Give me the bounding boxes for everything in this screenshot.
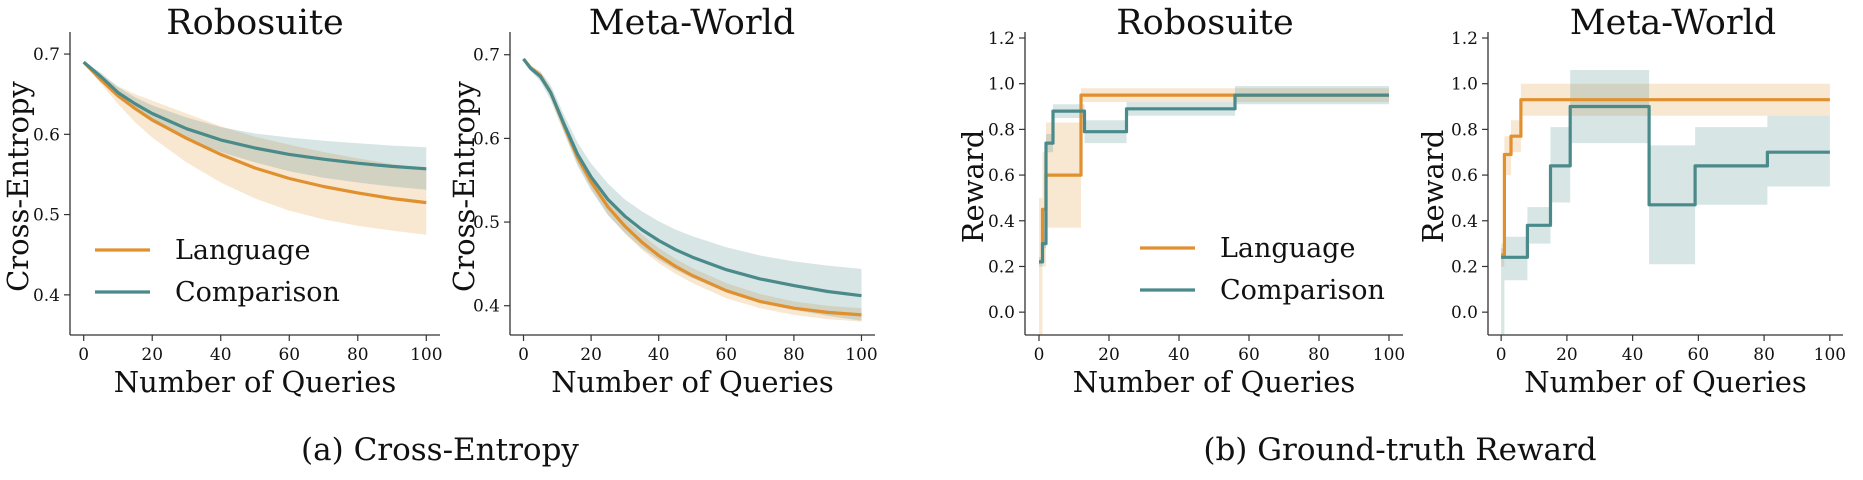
legend: Language Comparison	[1140, 233, 1385, 306]
y-tick-label: 0.0	[1451, 303, 1478, 323]
y-tick-label: 0.5	[33, 206, 60, 226]
y-axis-label: Cross-Entropy	[447, 80, 481, 291]
y-tick-label: 1.0	[1451, 75, 1478, 95]
x-tick-label: 100	[1814, 345, 1846, 365]
x-tick-label: 100	[845, 345, 877, 365]
y-axis-label: Reward	[1416, 130, 1450, 244]
band-language	[1501, 83, 1830, 267]
y-tick-label: 0.4	[33, 286, 60, 306]
x-tick-label: 80	[1753, 345, 1775, 365]
x-tick-label: 80	[1308, 345, 1330, 365]
y-tick-label: 0.6	[1451, 166, 1478, 186]
x-tick-label: 60	[1688, 345, 1710, 365]
y-tick-label: 0.8	[1451, 120, 1478, 140]
x-tick-label: 20	[580, 345, 602, 365]
legend-label-comparison: Comparison	[175, 277, 340, 308]
x-tick-label: 100	[1373, 345, 1405, 365]
x-tick-label: 0	[78, 345, 89, 365]
line-comparison	[82, 60, 427, 171]
y-tick-label: 0.8	[988, 120, 1015, 140]
chart-panel-3: 0 20 40 60 80 100 0.0 0.2 0.4 0.6 0.8 1.0 1.2 Robosui…	[956, 3, 1405, 399]
band-comparison	[1501, 70, 1830, 335]
chart-panel-1: 0 20 40 60 80 100 0.4 0.5 0.6 0.7 Robosuite Number …	[1, 3, 443, 399]
y-tick-label: 0.0	[988, 303, 1015, 323]
x-tick-label: 60	[278, 345, 300, 365]
x-tick-label: 0	[1496, 345, 1507, 365]
plot-area	[1501, 70, 1830, 335]
x-tick-label: 0	[518, 345, 529, 365]
x-tick-label: 20	[141, 345, 163, 365]
chart-panel-4: 0 20 40 60 80 100 0.0 0.2 0.4 0.6 0.8 1.0 1.2 Meta-Wo…	[1416, 3, 1846, 399]
x-tick-label: 80	[347, 345, 369, 365]
x-tick-label: 40	[648, 345, 670, 365]
y-tick-label: 0.7	[473, 46, 500, 66]
legend-label-comparison: Comparison	[1220, 275, 1385, 306]
caption-cross-entropy: (a) Cross-Entropy	[301, 432, 579, 468]
legend: Language Comparison	[95, 235, 340, 308]
line-language	[82, 60, 427, 205]
y-tick-label: 1.2	[988, 29, 1015, 49]
plot-area	[82, 60, 427, 235]
line-comparison	[522, 57, 862, 298]
y-tick-label: 0.2	[1451, 257, 1478, 277]
legend-label-language: Language	[175, 235, 310, 266]
y-tick-label: 0.6	[473, 129, 500, 149]
y-tick-label: 1.2	[1451, 29, 1478, 49]
x-tick-label: 0	[1034, 345, 1045, 365]
chart-title: Meta-World	[589, 3, 795, 43]
y-tick-label: 0.2	[988, 257, 1015, 277]
y-tick-label: 0.4	[988, 212, 1015, 232]
band-comparison	[523, 58, 862, 321]
y-tick-label: 0.4	[1451, 212, 1478, 232]
plot-area	[522, 57, 862, 322]
y-tick-label: 0.5	[473, 213, 500, 233]
band-comparison	[83, 62, 427, 190]
x-tick-label: 60	[1238, 345, 1260, 365]
caption-ground-truth-reward: (b) Ground-truth Reward	[1203, 432, 1597, 468]
x-tick-label: 40	[1622, 345, 1644, 365]
chart-title: Robosuite	[1116, 3, 1293, 43]
x-tick-label: 80	[783, 345, 805, 365]
y-axis-label: Reward	[956, 130, 990, 244]
line-comparison	[1501, 104, 1830, 259]
legend-label-language: Language	[1220, 233, 1355, 264]
band-language	[523, 58, 862, 322]
plot-area	[1039, 86, 1389, 335]
x-axis-label: Number of Queries	[1524, 365, 1807, 399]
x-tick-label: 40	[1168, 345, 1190, 365]
x-axis-label: Number of Queries	[114, 365, 397, 399]
x-axis-label: Number of Queries	[1073, 365, 1356, 399]
chart-title: Meta-World	[1570, 3, 1776, 43]
x-tick-label: 20	[1098, 345, 1120, 365]
x-tick-label: 100	[410, 345, 442, 365]
x-tick-label: 60	[715, 345, 737, 365]
y-tick-label: 0.6	[988, 166, 1015, 186]
x-tick-label: 20	[1556, 345, 1578, 365]
chart-panel-2: 0 20 40 60 80 100 0.4 0.5 0.6 0.7 Meta-World Number…	[447, 3, 878, 399]
chart-title: Robosuite	[166, 3, 343, 43]
line-language	[1501, 98, 1830, 257]
x-axis-label: Number of Queries	[551, 365, 834, 399]
y-axis-label: Cross-Entropy	[1, 80, 35, 291]
y-tick-label: 0.7	[33, 45, 60, 65]
y-tick-label: 1.0	[988, 75, 1015, 95]
y-tick-label: 0.6	[33, 125, 60, 145]
line-comparison	[1039, 93, 1389, 264]
y-tick-label: 0.4	[473, 297, 500, 317]
x-tick-label: 40	[210, 345, 232, 365]
